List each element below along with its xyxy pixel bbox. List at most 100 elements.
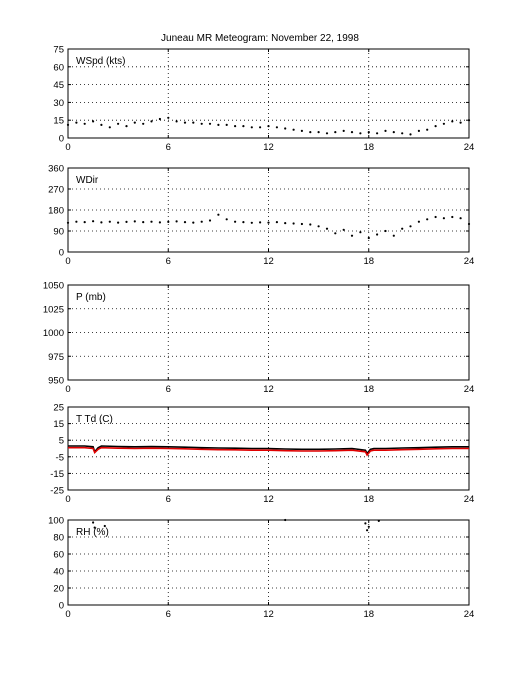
data-point — [100, 123, 103, 126]
data-point — [325, 227, 329, 230]
data-point — [300, 222, 303, 226]
panel-label: T Td (C) — [76, 414, 113, 425]
data-point — [300, 129, 303, 132]
data-point — [377, 519, 380, 523]
data-point — [259, 126, 262, 129]
data-point — [92, 220, 95, 223]
panel-3: 0 6 12 18 24 -25 -15 -5 5 15 25 T Td (C) — [50, 403, 474, 506]
y-tick-label: 5 — [59, 436, 64, 447]
data-point — [183, 221, 187, 224]
y-tick-label: 60 — [53, 62, 64, 73]
data-point — [317, 131, 320, 134]
data-point — [242, 125, 245, 128]
y-tick-label: 80 — [53, 533, 64, 544]
data-point — [108, 126, 111, 129]
data-point — [100, 221, 103, 224]
data-point — [342, 228, 345, 231]
y-tick-label: 15 — [53, 419, 64, 430]
data-point — [350, 234, 354, 237]
data-point — [284, 518, 287, 522]
y-tick-label: 75 — [53, 45, 64, 56]
data-point — [125, 220, 128, 223]
panel-label: WDir — [76, 175, 99, 186]
data-point — [417, 220, 420, 223]
y-tick-label: -15 — [50, 469, 64, 480]
panel-1: 0 6 12 18 24 0 90 180 270 360 WDir — [48, 164, 474, 268]
data-point — [409, 133, 412, 136]
panel-label: WSpd (kts) — [76, 56, 125, 67]
data-point — [367, 131, 370, 134]
y-tick-label: 25 — [53, 403, 64, 414]
y-tick-label: 1050 — [43, 281, 64, 292]
data-point — [426, 128, 429, 131]
y-tick-label: 20 — [53, 584, 64, 595]
x-tick-label: 18 — [363, 384, 374, 395]
data-point — [267, 221, 270, 224]
data-point — [459, 217, 462, 220]
data-point — [150, 220, 153, 223]
series-line-0 — [68, 445, 469, 455]
data-point — [192, 221, 195, 224]
x-tick-label: 18 — [363, 494, 374, 505]
data-point — [83, 221, 86, 224]
y-tick-label: 0 — [59, 134, 64, 145]
data-point — [392, 131, 395, 134]
panel-0: 0 6 12 18 24 0 15 30 45 60 75 WSpd (kts) — [53, 45, 474, 154]
data-point — [117, 122, 120, 125]
data-point — [234, 220, 237, 223]
data-point — [200, 220, 203, 223]
y-tick-label: 1000 — [43, 328, 64, 339]
data-point — [225, 218, 228, 221]
data-point — [366, 529, 369, 532]
x-tick-label: 24 — [464, 384, 475, 395]
x-tick-label: 0 — [65, 494, 70, 505]
data-point — [434, 125, 437, 128]
panel-label: RH (%) — [76, 527, 109, 538]
data-point — [309, 131, 312, 134]
data-point — [409, 225, 412, 228]
data-point — [376, 233, 379, 236]
data-point — [183, 121, 187, 124]
data-point — [250, 221, 253, 224]
data-point — [376, 132, 379, 135]
x-tick-label: 24 — [464, 256, 475, 267]
x-tick-label: 24 — [464, 609, 475, 620]
data-point — [167, 116, 170, 119]
data-point — [66, 221, 70, 224]
data-point — [467, 222, 471, 226]
data-point — [208, 122, 212, 125]
x-tick-label: 12 — [263, 384, 274, 395]
y-tick-label: 950 — [48, 376, 64, 387]
data-point — [342, 129, 345, 132]
data-point — [225, 123, 228, 126]
x-tick-label: 18 — [363, 142, 374, 153]
panel-label: P (mb) — [76, 292, 106, 303]
data-point — [284, 127, 287, 130]
x-tick-label: 12 — [263, 494, 274, 505]
data-point — [83, 122, 86, 125]
figure-title: Juneau MR Meteogram: November 22, 1998 — [161, 33, 359, 44]
data-point — [66, 123, 70, 126]
data-point — [93, 526, 96, 529]
y-tick-label: 180 — [48, 206, 64, 217]
data-point — [92, 521, 95, 524]
data-point — [292, 222, 295, 225]
data-point — [192, 121, 195, 124]
data-point — [325, 132, 329, 135]
data-point — [334, 131, 337, 134]
x-tick-label: 12 — [263, 142, 274, 153]
y-tick-label: 975 — [48, 352, 64, 363]
y-tick-label: -25 — [50, 486, 64, 497]
x-tick-label: 0 — [65, 384, 70, 395]
y-tick-label: 1025 — [43, 304, 64, 315]
x-tick-label: 6 — [166, 384, 171, 395]
data-point — [75, 220, 78, 223]
data-point — [150, 120, 153, 123]
data-point — [133, 220, 136, 223]
data-point — [359, 231, 362, 234]
data-point — [442, 217, 445, 220]
data-point — [426, 218, 429, 221]
data-point — [275, 126, 278, 129]
x-tick-label: 0 — [65, 609, 70, 620]
